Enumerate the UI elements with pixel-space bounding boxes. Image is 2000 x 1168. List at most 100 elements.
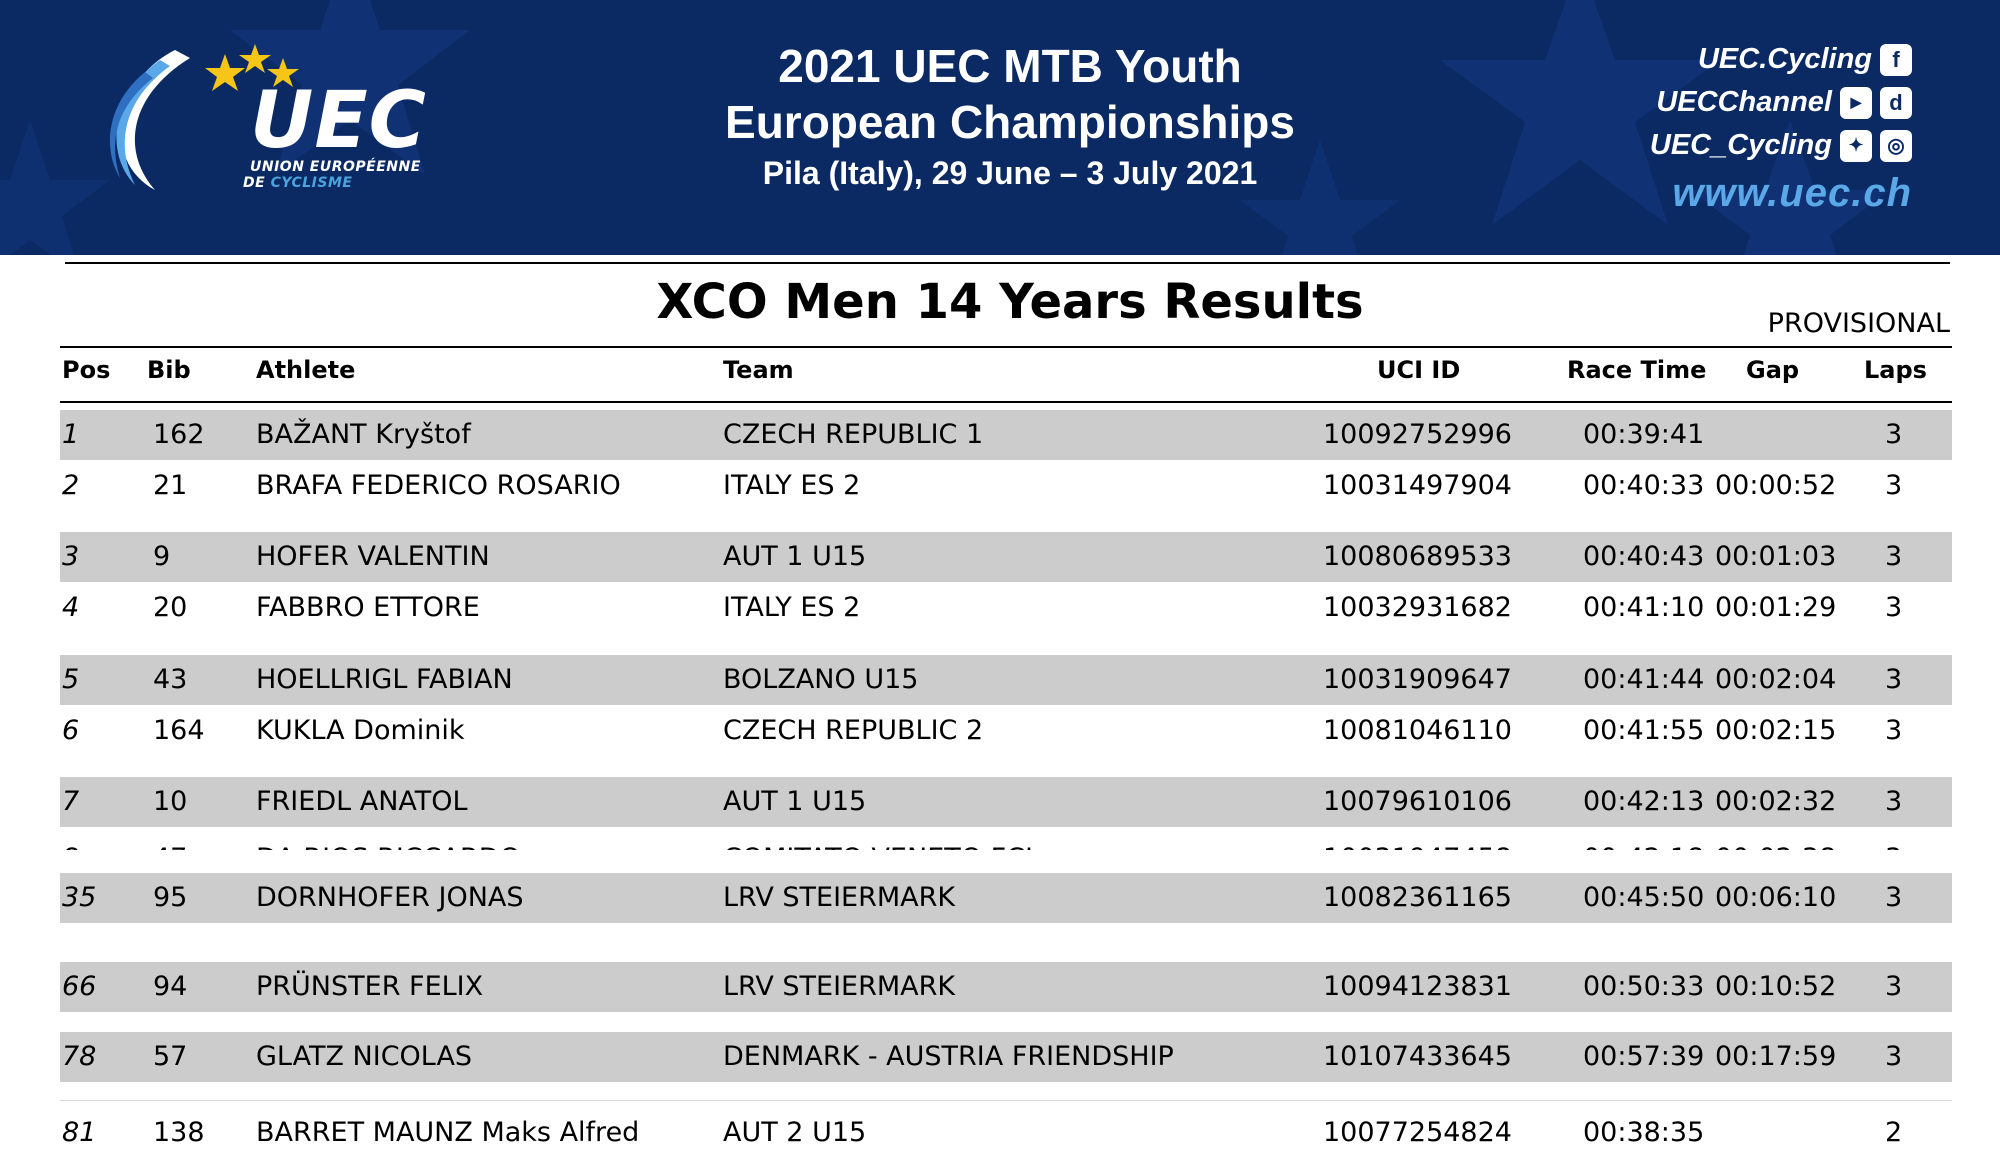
cell-gap: 00:17:59 — [1715, 1041, 1837, 1072]
cell-uci-id: 10094123831 — [1323, 971, 1512, 1002]
col-header-gap: Gap — [1746, 356, 1800, 384]
cell-uci-id: 10081046110 — [1323, 715, 1512, 746]
cell-pos: 3 — [62, 541, 80, 572]
col-header-pos: Pos — [62, 356, 111, 384]
cell-uci-id: 10031497904 — [1323, 470, 1512, 501]
cell-pos: 2 — [62, 470, 80, 501]
cell-gap: 00:02:32 — [1715, 786, 1837, 817]
social-facebook-row[interactable]: UEC.Cycling f — [1650, 38, 1912, 81]
table-row — [60, 532, 1952, 582]
cell-athlete: PRÜNSTER FELIX — [256, 971, 484, 1002]
social-twitter-row[interactable]: UEC_Cycling ✦ ◎ — [1650, 124, 1912, 167]
table-row — [60, 777, 1952, 827]
cell-bib: 10 — [153, 786, 188, 817]
cell-athlete: BRAFA FEDERICO ROSARIO — [256, 470, 621, 501]
cell-race-time: 00:42:13 — [1583, 786, 1705, 817]
video-channel-handle[interactable]: UECChannel — [1656, 86, 1832, 118]
cell-pos: 1 — [62, 419, 80, 450]
cell-uci-id: 10079610106 — [1323, 786, 1512, 817]
social-video-row[interactable]: UECChannel ▶ d — [1650, 81, 1912, 124]
cell-bib: 21 — [153, 470, 188, 501]
cell-team: DENMARK - AUSTRIA FRIENDSHIP — [723, 1041, 1174, 1072]
event-title-line1: 2021 UEC MTB Youth — [778, 40, 1242, 92]
col-header-bib: Bib — [147, 356, 191, 384]
youtube-icon[interactable]: ▶ — [1840, 86, 1872, 119]
cell-race-time: 00:42:18 — [1583, 834, 1704, 850]
cell-athlete: FRIEDL ANATOL — [256, 786, 468, 817]
cell-bib: 47 — [153, 834, 187, 850]
cell-gap: 00:00:52 — [1715, 470, 1837, 501]
cell-bib: 57 — [153, 1041, 188, 1072]
cell-athlete: DA RIOS RICCARDO — [256, 834, 521, 850]
cell-gap: 00:02:04 — [1715, 664, 1837, 695]
cell-athlete: DORNHOFER JONAS — [256, 882, 524, 913]
col-header-race-time: Race Time — [1567, 356, 1707, 384]
cell-athlete: KUKLA Dominik — [256, 715, 465, 746]
cell-race-time: 00:38:35 — [1583, 1117, 1705, 1148]
cell-bib: 164 — [153, 715, 205, 746]
cell-laps: 3 — [1885, 834, 1902, 850]
cell-laps: 3 — [1885, 592, 1903, 623]
cell-gap: 00:06:10 — [1715, 882, 1837, 913]
col-header-team: Team — [723, 356, 794, 384]
cell-pos: 81 — [62, 1117, 97, 1148]
cell-gap: 00:01:29 — [1715, 592, 1837, 623]
cell-laps: 3 — [1885, 786, 1903, 817]
cell-team: CZECH REPUBLIC 2 — [723, 715, 984, 746]
twitter-handle[interactable]: UEC_Cycling — [1649, 129, 1832, 161]
cell-race-time: 00:57:39 — [1583, 1041, 1705, 1072]
twitter-icon[interactable]: ✦ — [1840, 129, 1872, 162]
instagram-icon[interactable]: ◎ — [1880, 129, 1912, 162]
website-link[interactable]: www.uec.ch — [1672, 171, 1912, 215]
cell-team: AUT 2 U15 — [723, 1117, 867, 1148]
cell-team: BOLZANO U15 — [723, 664, 919, 695]
table-row — [60, 962, 1952, 1012]
cell-team: LRV STEIERMARK — [723, 971, 956, 1002]
cell-team: CZECH REPUBLIC 1 — [723, 419, 984, 450]
table-row — [60, 410, 1952, 460]
cell-laps: 3 — [1885, 419, 1903, 450]
cell-gap: 00:10:52 — [1715, 971, 1837, 1002]
cell-bib: 20 — [153, 592, 188, 623]
cell-athlete: BARRET MAUNZ Maks Alfred — [256, 1117, 640, 1148]
event-location-dates: Pila (Italy), 29 June – 3 July 2021 — [762, 155, 1258, 191]
facebook-icon[interactable]: f — [1880, 43, 1912, 76]
event-title: 2021 UEC MTB Youth European Championship… — [630, 38, 1390, 196]
cell-race-time: 00:40:33 — [1583, 470, 1705, 501]
cell-laps: 3 — [1885, 715, 1903, 746]
facebook-handle[interactable]: UEC.Cycling — [1697, 43, 1872, 75]
cell-pos: 35 — [62, 882, 97, 913]
cell-uci-id: 10077254824 — [1323, 1117, 1512, 1148]
cell-uci-id: 10080689533 — [1323, 541, 1512, 572]
cell-gap: 00:02:38 — [1715, 834, 1836, 850]
cell-gap: 00:02:15 — [1715, 715, 1837, 746]
cell-bib: 94 — [153, 971, 188, 1002]
cell-laps: 3 — [1885, 541, 1903, 572]
cell-team: LRV STEIERMARK — [723, 882, 956, 913]
cell-team: AUT 1 U15 — [723, 541, 867, 572]
cell-race-time: 00:50:33 — [1583, 971, 1705, 1002]
cell-pos: 5 — [62, 664, 80, 695]
cell-athlete: BAŽANT Kryštof — [256, 419, 471, 450]
top-divider — [65, 262, 1950, 264]
cell-team: ITALY ES 2 — [723, 592, 861, 623]
cell-bib: 9 — [153, 541, 171, 572]
cell-team: COMITATO VENETO FCI — [723, 834, 1033, 850]
cell-gap: 00:01:03 — [1715, 541, 1837, 572]
cell-laps: 2 — [1885, 1117, 1903, 1148]
cell-race-time: 00:41:10 — [1583, 592, 1705, 623]
cell-pos: 78 — [62, 1041, 97, 1072]
cell-uci-id: 10032931682 — [1323, 592, 1512, 623]
cell-race-time: 00:39:41 — [1583, 419, 1705, 450]
cell-bib: 95 — [153, 882, 188, 913]
table-header-top-rule — [60, 346, 1952, 348]
cell-pos: 6 — [62, 715, 80, 746]
row-divider — [60, 1100, 1952, 1101]
event-title-line2: European Championships — [725, 96, 1295, 148]
cell-race-time: 00:40:43 — [1583, 541, 1705, 572]
cell-uci-id: 10031909647 — [1323, 664, 1512, 695]
cell-pos: 66 — [62, 971, 97, 1002]
logo-sub-de: DE — [243, 175, 271, 191]
dailymotion-icon[interactable]: d — [1880, 86, 1912, 119]
cell-athlete: FABBRO ETTORE — [256, 592, 480, 623]
